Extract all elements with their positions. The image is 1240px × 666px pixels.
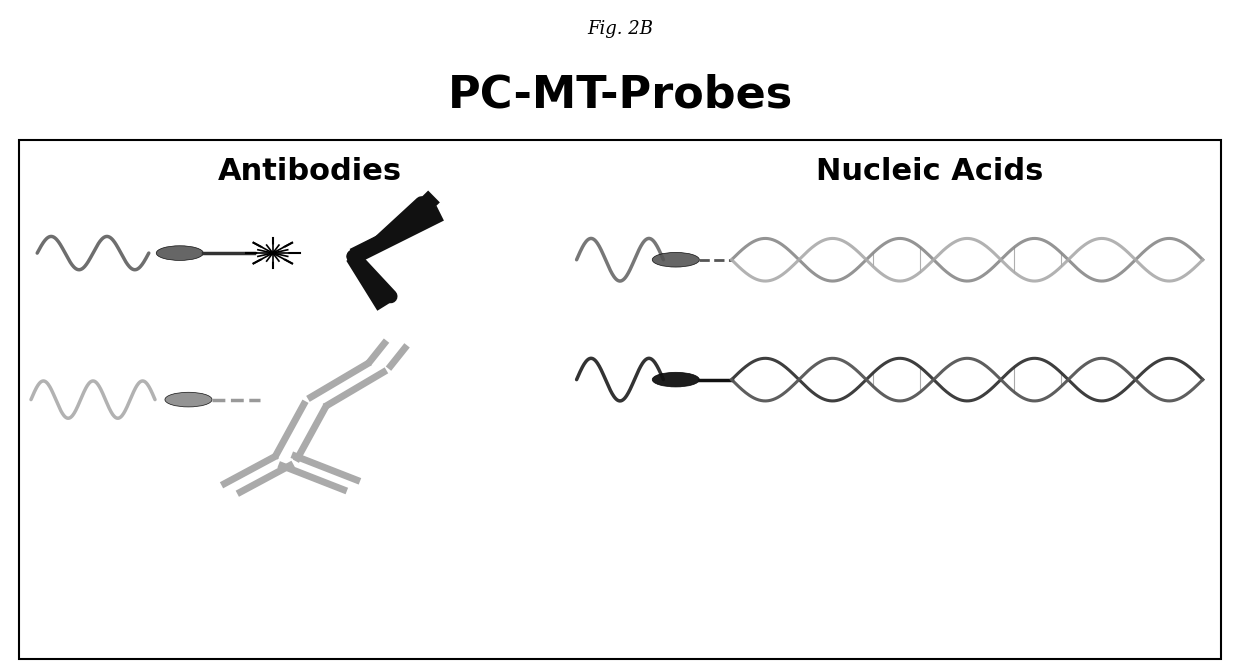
Text: Fig. 2B: Fig. 2B (587, 20, 653, 38)
Ellipse shape (156, 246, 203, 260)
Text: Antibodies: Antibodies (218, 157, 402, 186)
Ellipse shape (165, 392, 212, 407)
Ellipse shape (652, 252, 699, 267)
Circle shape (258, 245, 288, 261)
FancyBboxPatch shape (19, 140, 1221, 659)
Ellipse shape (652, 372, 699, 387)
Text: PC-MT-Probes: PC-MT-Probes (448, 73, 792, 117)
Text: Nucleic Acids: Nucleic Acids (816, 157, 1044, 186)
